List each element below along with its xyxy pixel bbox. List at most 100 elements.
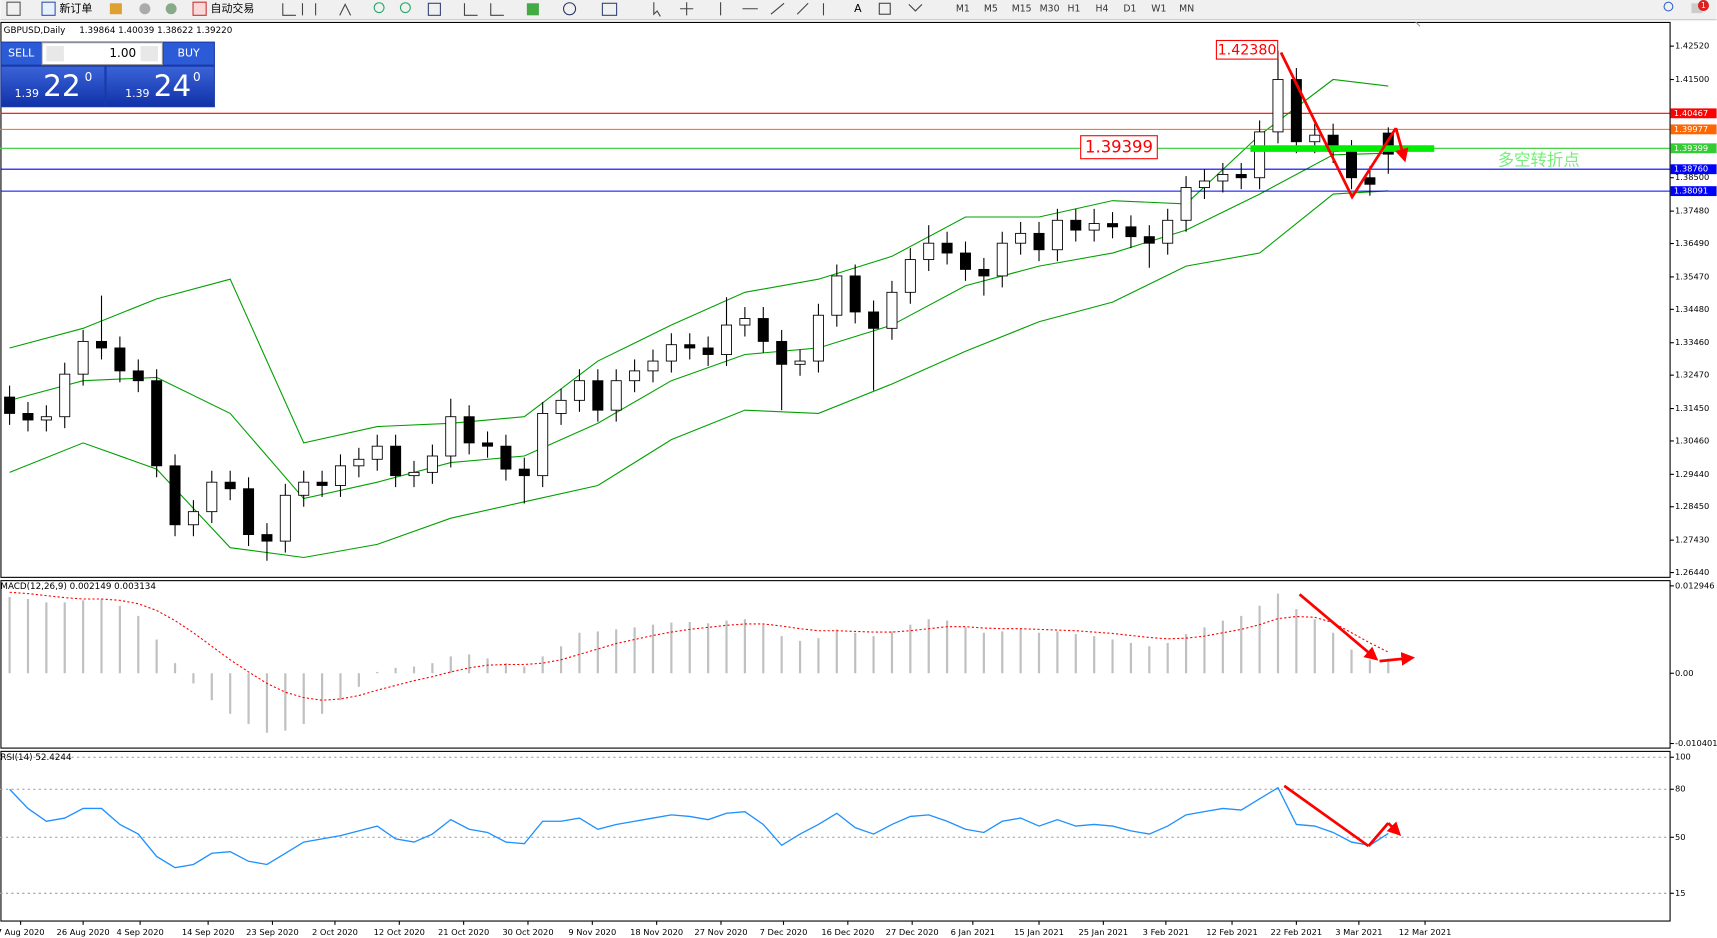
icon-signals[interactable] [139,3,151,15]
icon-arrows[interactable] [908,3,923,12]
sell-price-sup[interactable]: 0 [85,70,93,84]
candle-body [408,471,420,477]
new-order-label[interactable]: 新订单 [60,1,93,15]
macd-bar [909,624,912,674]
macd-bar [578,632,581,674]
macd-bar [63,602,66,674]
icon-search[interactable] [1663,1,1674,12]
icon-profile[interactable] [6,1,21,16]
timeframe-button[interactable]: M15 [1012,3,1032,14]
buy-tile[interactable] [106,66,214,107]
auto-trading-label[interactable]: 自动交易 [211,1,255,15]
icon-tile[interactable] [427,2,441,16]
buy-button[interactable] [163,42,214,65]
lots-value[interactable]: 1.00 [109,46,136,60]
arrow-main-head [1394,127,1409,163]
macd-bar [229,673,232,714]
candle-body [169,465,181,526]
sell-button[interactable] [1,42,41,65]
macd-bar [798,640,802,674]
icon-drawing-tools[interactable] [653,2,825,17]
macd-bar [1221,620,1224,674]
candle-body [77,340,89,375]
icon-editor[interactable] [109,3,122,15]
candle-body [794,360,806,365]
icon-indicators[interactable] [526,3,539,16]
sell-label[interactable]: SELL [8,47,35,60]
buy-price-small[interactable]: 1.39 [125,87,149,100]
icon-text[interactable]: A [854,2,862,15]
candle-body [1290,79,1302,143]
macd-bar [817,638,820,674]
icon-chart-types[interactable] [282,3,352,16]
macd-bar [173,663,177,674]
lots-input[interactable] [41,42,163,66]
icon-periods[interactable] [562,2,577,16]
candle-body [151,380,163,467]
macd-bar [82,600,85,674]
sell-tile[interactable] [1,66,105,107]
timeframe-button[interactable]: D1 [1123,3,1136,14]
sell-price-big[interactable]: 22 [43,69,81,103]
timeframe-button[interactable]: H4 [1095,3,1108,14]
x-tick-label: 27 Dec 2020 [886,927,939,937]
icon-chat[interactable] [1691,3,1703,14]
annotation-box [1215,39,1279,60]
candle-body [665,344,677,362]
macd-bar [964,627,967,674]
candle-body [1162,219,1174,244]
notification-count[interactable]: 1 [1701,1,1706,10]
arrow-rsi-head [1386,821,1402,836]
macd-bar [1368,659,1371,674]
macd-bar [1129,642,1133,674]
x-tick-label: 6 Jan 2021 [951,927,995,937]
x-tick-label: 18 Nov 2020 [630,927,683,937]
timeframe-button[interactable]: MN [1179,3,1194,14]
timeframe-button[interactable]: H1 [1068,3,1081,14]
buy-label[interactable]: BUY [178,47,201,60]
macd-bar [1332,632,1335,674]
macd-bar [541,656,544,674]
macd-bar [596,631,599,674]
timeframe-button[interactable]: W1 [1151,3,1166,14]
timeframe-button[interactable]: M30 [1040,3,1060,14]
x-tick-label: 15 Jan 2021 [1014,927,1064,937]
candle-body [831,275,843,316]
candle-body [353,458,365,467]
timeframe-button[interactable]: M5 [984,3,998,14]
macd-bar [670,622,673,674]
macd-bar [1240,615,1243,674]
icon-zoom-in[interactable] [373,2,385,14]
sell-price-small[interactable]: 1.39 [15,87,39,100]
lots-down[interactable] [46,45,64,62]
icon-templates[interactable] [601,2,618,16]
notification-badge[interactable] [1697,0,1709,11]
macd-bar [320,673,324,714]
candle-body [978,268,990,277]
candle-body [316,481,328,486]
macd-bar [302,673,305,724]
icon-auto-trading[interactable] [192,1,207,16]
timeframe-button[interactable]: M1 [956,3,970,14]
candle-body [445,416,457,457]
candle-body [555,399,567,414]
candle-body [22,413,34,421]
icon-new-order[interactable] [41,1,56,16]
icon-zoom-out[interactable] [399,2,411,14]
x-tick-label: 4 Sep 2020 [116,927,163,937]
icon-market[interactable] [165,3,177,15]
macd-bar [1276,593,1280,674]
y-tick-label: 1.27430 [1675,535,1709,545]
y-tick-label: 80 [1675,784,1686,794]
icon-label[interactable] [878,2,891,15]
lots-up[interactable] [140,45,159,62]
annotation-level: 1.39399 [1085,137,1153,156]
macd-bar [743,619,746,674]
buy-price-sup[interactable]: 0 [193,70,201,84]
candle-body [1125,226,1137,238]
buy-price-big[interactable]: 24 [154,69,192,103]
y-tick-label: 1.38500 [1675,172,1709,182]
icon-scroll[interactable] [463,3,504,16]
candle-body [702,347,714,355]
macd-bar [339,673,342,701]
